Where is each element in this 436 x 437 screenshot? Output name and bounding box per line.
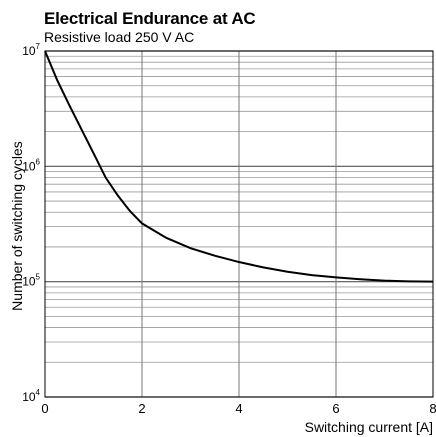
y-tick-label: 105 <box>22 273 40 289</box>
y-tick-label: 106 <box>22 157 40 173</box>
x-tick-label: 6 <box>332 401 339 416</box>
y-axis-label: Number of switching cycles <box>9 141 25 311</box>
x-tick-label: 0 <box>41 401 48 416</box>
x-tick-label: 4 <box>235 401 242 416</box>
x-axis-label: Switching current [A] <box>305 419 433 435</box>
x-tick-label: 8 <box>429 401 436 416</box>
chart-subtitle: Resistive load 250 V AC <box>44 29 195 45</box>
major-gridlines <box>44 50 434 398</box>
y-tick-labels: 104 105 106 107 <box>22 42 40 404</box>
chart-title: Electrical Endurance at AC <box>44 9 256 28</box>
x-tick-labels: 0 2 4 6 8 <box>41 401 436 416</box>
endurance-curve <box>44 50 434 283</box>
plot-frame <box>44 50 434 398</box>
x-tick-label: 2 <box>138 401 145 416</box>
y-tick-label: 107 <box>22 42 40 58</box>
y-tick-label: 104 <box>22 388 40 404</box>
